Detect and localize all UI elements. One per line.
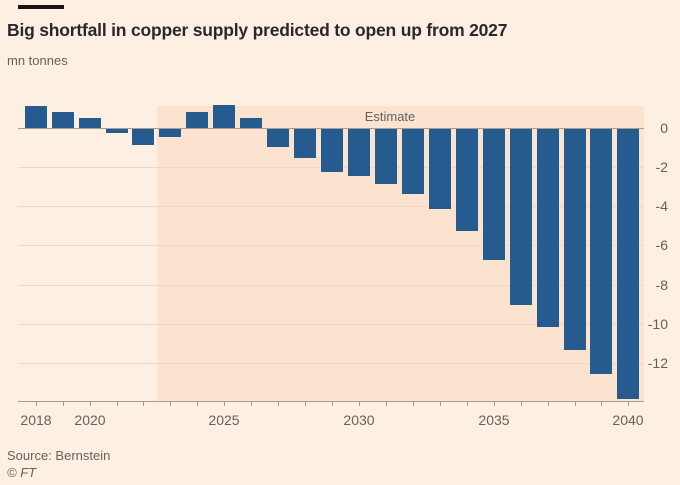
x-axis-tick [90,402,91,406]
y-axis-label: -2 [655,159,668,175]
x-axis-label: 2020 [74,412,106,428]
x-axis-tick [278,402,279,406]
bar-2024 [186,112,208,128]
x-axis-label: 2040 [612,412,644,428]
bar-2021 [106,129,128,133]
gridline [18,206,644,207]
x-axis-tick [305,402,306,406]
zero-line [18,128,644,129]
bar-2036 [510,129,532,305]
ft-slug-bar [18,5,64,9]
bar-2020 [79,118,101,128]
gridline [18,324,644,325]
estimate-label: Estimate [364,109,416,124]
x-axis-tick [224,402,225,406]
x-axis-tick [36,402,37,406]
bar-2031 [375,129,397,184]
x-axis-tick [628,402,629,406]
x-axis-tick [197,402,198,406]
gridline [18,245,644,246]
bar-2040 [617,129,639,399]
x-axis-tick [521,402,522,406]
bar-2027 [267,129,289,147]
y-axis-label: 0 [660,120,668,136]
y-axis-label: -8 [655,277,668,293]
bar-2032 [402,129,424,194]
x-axis-label: 2018 [20,412,52,428]
x-axis-label: 2035 [478,412,510,428]
y-axis-label: -12 [647,355,668,371]
bar-2030 [348,129,370,176]
x-axis-tick [143,402,144,406]
bar-2028 [294,129,316,158]
x-axis-tick [63,402,64,406]
bar-2018 [25,106,47,128]
x-axis-tick [170,402,171,406]
x-axis-label: 2030 [343,412,375,428]
bar-2034 [456,129,478,231]
gridline [18,285,644,286]
bar-2029 [321,129,343,172]
x-axis-line [18,401,644,402]
bar-2019 [52,112,74,128]
x-axis-tick [575,402,576,406]
chart-title: Big shortfall in copper supply predicted… [7,20,508,40]
source-text: Source: Bernstein [7,448,111,463]
x-axis-tick [359,402,360,406]
x-axis-tick [494,402,495,406]
x-axis-tick [440,402,441,406]
x-axis-tick [601,402,602,406]
bar-2022 [132,129,154,145]
x-axis-tick [413,402,414,406]
bar-2037 [537,129,559,327]
x-axis-label: 2025 [208,412,240,428]
y-axis-label: -10 [647,316,668,332]
x-axis-tick [251,402,252,406]
bar-2025 [213,105,235,128]
y-axis-label: -4 [655,198,668,214]
bar-2035 [483,129,505,260]
unit-label: mn tonnes [7,53,68,68]
bar-2038 [564,129,586,350]
bar-2026 [240,118,262,128]
x-axis-tick [386,402,387,406]
y-axis-label: -6 [655,237,668,253]
x-axis-tick [467,402,468,406]
x-axis-tick [117,402,118,406]
bar-2023 [159,129,181,137]
x-axis-tick [332,402,333,406]
bar-2033 [429,129,451,209]
bar-2039 [590,129,612,374]
gridline [18,363,644,364]
ft-copyright: © FT [7,465,37,480]
estimate-region [157,106,644,401]
x-axis-tick [548,402,549,406]
